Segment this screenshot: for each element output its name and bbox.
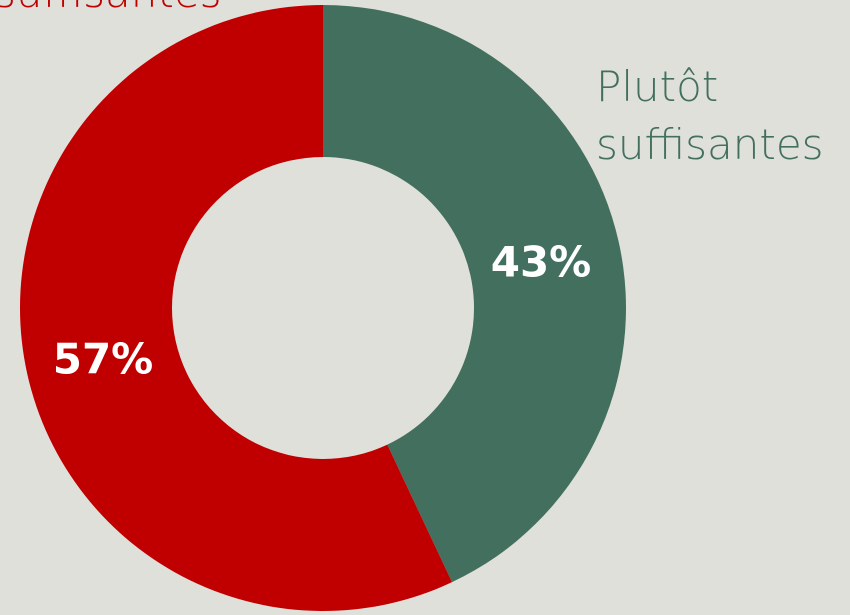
category-label: Plutôt suffisantes — [596, 62, 824, 169]
value-label: 43% — [491, 238, 592, 287]
donut-segment — [323, 5, 626, 583]
category-label: suffisantes — [0, 0, 294, 22]
donut-segment — [20, 5, 453, 611]
value-label: 57% — [53, 335, 154, 384]
